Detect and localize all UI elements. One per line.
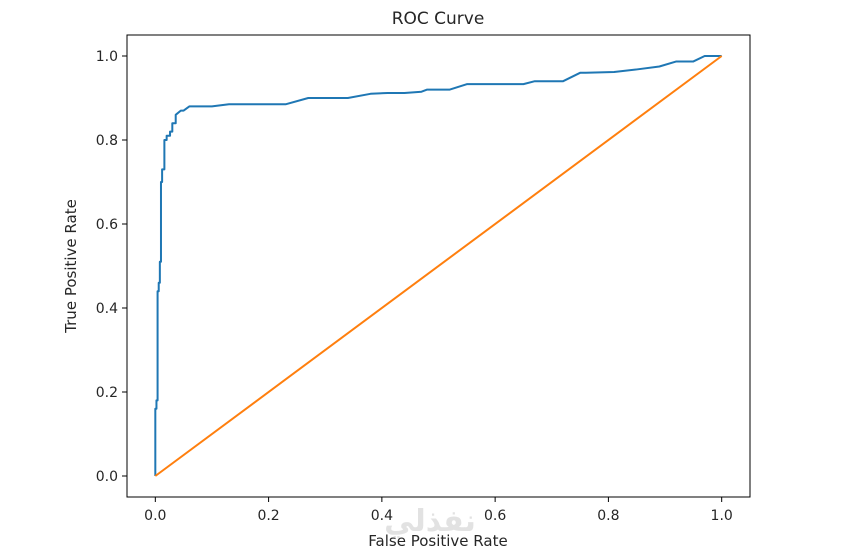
y-axis-ticks: 0.0 0.2 0.4 0.6 0.8 1.0: [96, 49, 127, 485]
y-tick-label: 0.6: [96, 217, 118, 233]
plot-frame: [126, 34, 751, 498]
plot-lines: [154, 55, 723, 477]
x-tick-label: 0.8: [597, 508, 619, 524]
y-tick-label: 0.0: [96, 469, 118, 485]
watermark-text: نفذلي: [384, 504, 476, 539]
x-tick-label: 1.0: [711, 508, 733, 524]
y-axis-label: True Positive Rate: [62, 199, 80, 334]
y-tick-label: 0.8: [96, 133, 118, 149]
diagonal-reference-line: [154, 55, 723, 477]
chart-title: ROC Curve: [392, 9, 485, 29]
x-tick-label: 0.0: [144, 508, 166, 524]
x-tick-label: 0.4: [371, 508, 393, 524]
y-tick-label: 0.4: [96, 301, 118, 317]
x-axis-ticks: 0.0 0.2 0.4 0.6 0.8 1.0: [144, 497, 733, 524]
x-tick-label: 0.2: [257, 508, 279, 524]
x-tick-label: 0.6: [484, 508, 506, 524]
roc-curve-line: [154, 55, 722, 476]
x-axis-label: False Positive Rate: [368, 532, 507, 550]
y-tick-label: 1.0: [96, 49, 118, 65]
y-tick-label: 0.2: [96, 385, 118, 401]
